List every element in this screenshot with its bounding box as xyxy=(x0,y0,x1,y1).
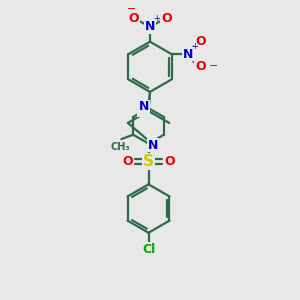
Text: +: + xyxy=(153,14,160,23)
Text: −: − xyxy=(209,61,219,71)
Text: S: S xyxy=(143,154,154,169)
Text: O: O xyxy=(161,12,172,25)
Text: O: O xyxy=(128,12,139,25)
Text: N: N xyxy=(138,103,148,116)
Text: N: N xyxy=(183,48,193,61)
Text: +: + xyxy=(191,42,198,51)
Text: −: − xyxy=(127,4,136,14)
Text: N: N xyxy=(145,20,155,33)
Text: O: O xyxy=(195,60,206,74)
Text: N: N xyxy=(139,100,149,113)
Text: N: N xyxy=(148,139,158,152)
Text: O: O xyxy=(164,155,175,168)
Text: O: O xyxy=(195,35,206,48)
Text: CH₃: CH₃ xyxy=(110,142,130,152)
Text: Cl: Cl xyxy=(142,243,155,256)
Text: O: O xyxy=(122,155,133,168)
